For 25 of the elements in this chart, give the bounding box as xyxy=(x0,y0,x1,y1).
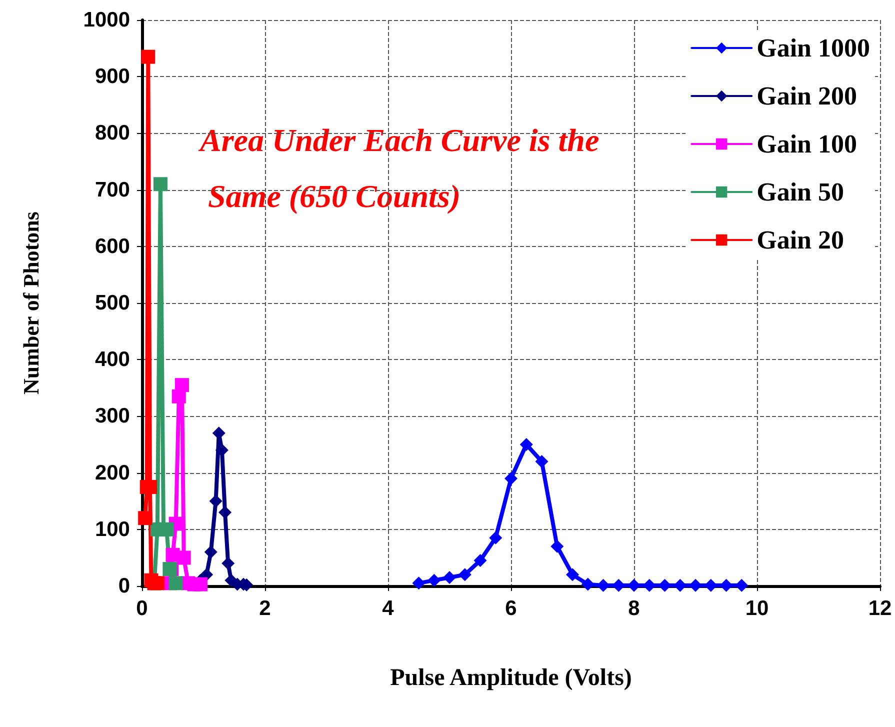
x-tick-label: 0 xyxy=(136,597,148,620)
y-tick-label: 1000 xyxy=(83,8,130,32)
x-axis-title: Pulse Amplitude (Volts) xyxy=(390,665,632,691)
x-tick-label: 6 xyxy=(505,597,517,620)
x-tick-label: 8 xyxy=(628,597,640,620)
legend-label: Gain 100 xyxy=(756,130,858,158)
y-tick-label: 600 xyxy=(94,234,130,258)
legend-label: Gain 50 xyxy=(756,178,844,206)
y-tick-label: 900 xyxy=(94,65,130,88)
y-tick-label: 400 xyxy=(94,348,130,372)
y-tick-label: 0 xyxy=(118,574,130,598)
y-axis-title: Number of Photons xyxy=(18,211,44,394)
legend-label: Gain 20 xyxy=(756,226,844,254)
y-tick-label: 200 xyxy=(94,461,130,484)
x-tick-label: 12 xyxy=(868,597,892,620)
x-tick-label: 4 xyxy=(382,597,394,620)
x-tick-label: 2 xyxy=(259,597,271,620)
y-tick-label: 800 xyxy=(94,122,130,145)
y-tick-label: 700 xyxy=(94,178,130,202)
legend-label: Gain 200 xyxy=(756,82,858,110)
legend-label: Gain 1000 xyxy=(756,34,870,62)
y-tick-label: 500 xyxy=(94,292,130,314)
y-tick-label: 300 xyxy=(94,404,130,428)
x-tick-label: 10 xyxy=(745,597,769,620)
y-tick-label: 100 xyxy=(94,518,130,541)
